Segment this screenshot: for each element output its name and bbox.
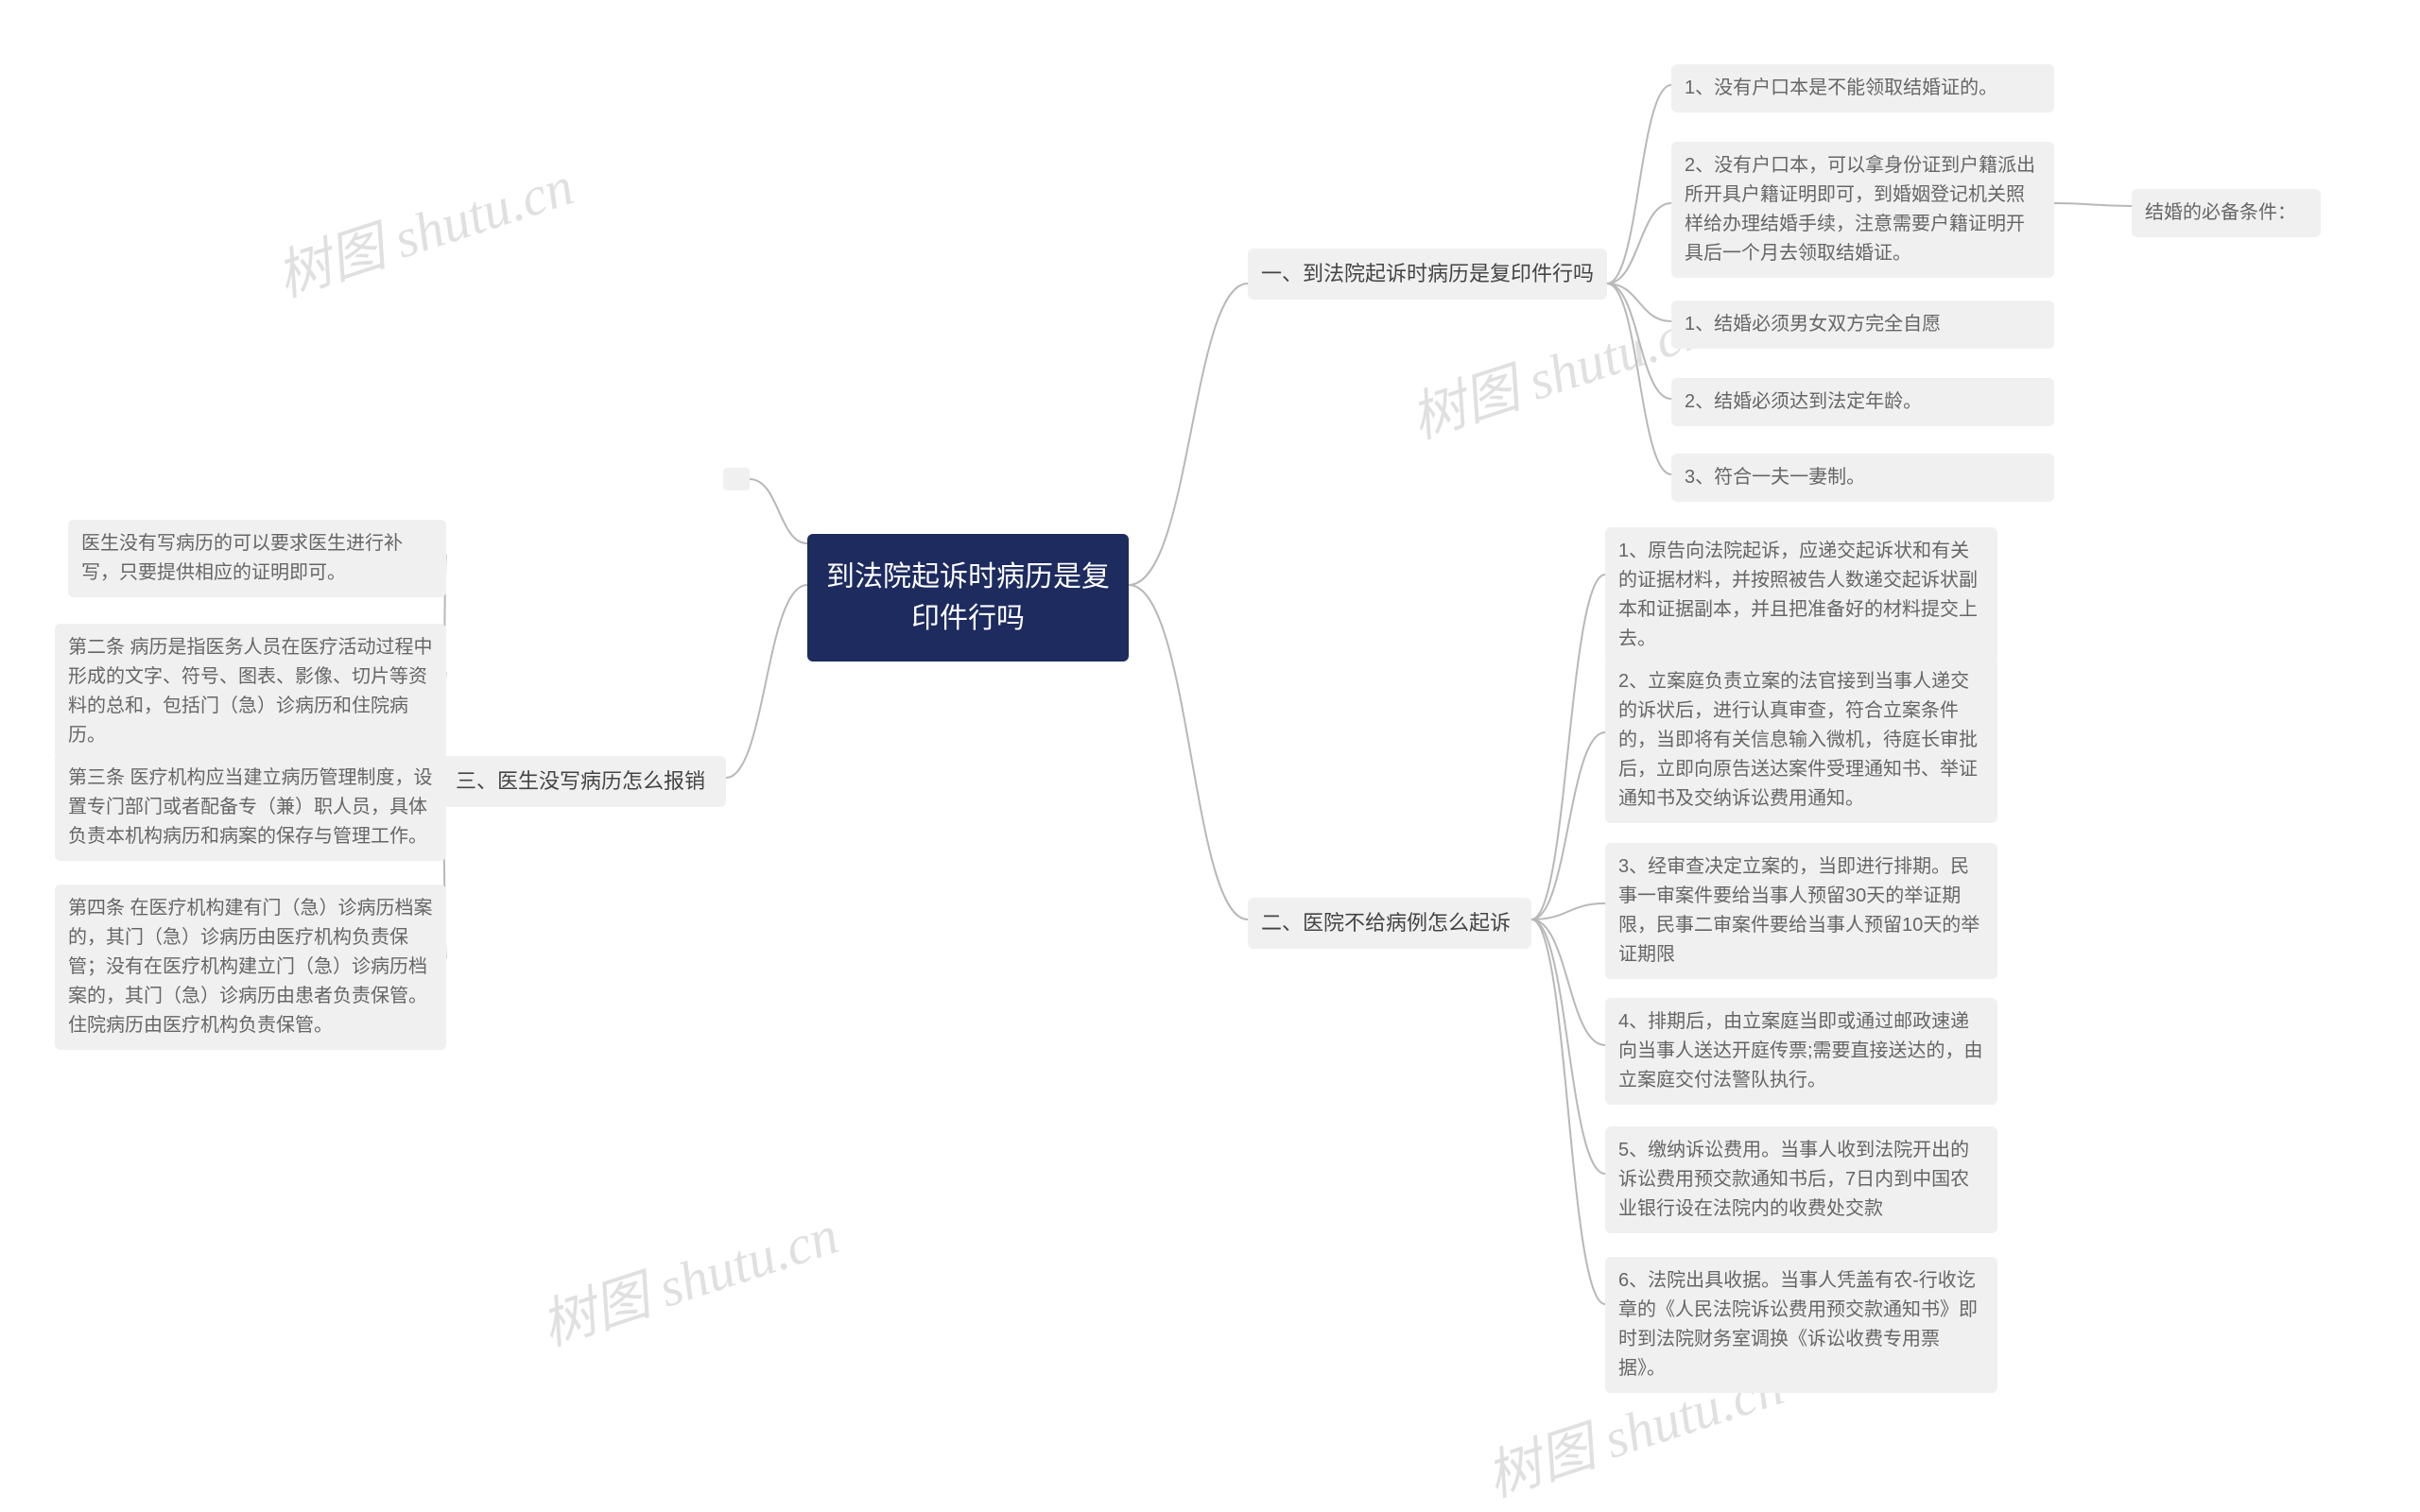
leaf-r2-4[interactable]: 5、缴纳诉讼费用。当事人收到法院开出的诉讼费用预交款通知书后，7日内到中国农业银…: [1605, 1126, 1997, 1233]
leaf-l1-2[interactable]: 第三条 医疗机构应当建立病历管理制度，设置专门部门或者配备专（兼）职人员，具体负…: [55, 754, 446, 861]
leaf-l1-1[interactable]: 第二条 病历是指医务人员在医疗活动过程中形成的文字、符号、图表、影像、切片等资料…: [55, 624, 446, 760]
leaf-r2-5[interactable]: 6、法院出具收据。当事人凭盖有农-行收讫章的《人民法院诉讼费用预交款通知书》即时…: [1605, 1257, 1997, 1393]
leaf-r2-2[interactable]: 3、经审查决定立案的，当即进行排期。民事一审案件要给当事人预留30天的举证期限，…: [1605, 843, 1997, 979]
watermark: 树图 shutu.cn: [265, 141, 581, 311]
leaf-r1-0[interactable]: 1、没有户口本是不能领取结婚证的。: [1671, 64, 2054, 112]
watermark: 树图 shutu.cn: [1399, 283, 1716, 453]
branch-r1[interactable]: 一、到法院起诉时病历是复印件行吗: [1248, 249, 1607, 300]
watermark: 树图 shutu.cn: [529, 1190, 846, 1360]
leaf-r2-0[interactable]: 1、原告向法院起诉，应递交起诉状和有关的证据材料，并按照被告人数递交起诉状副本和…: [1605, 527, 1997, 663]
leaf-r2-3[interactable]: 4、排期后，由立案庭当即或通过邮政速递向当事人送达开庭传票;需要直接送达的，由立…: [1605, 998, 1997, 1105]
leaf-r2-1[interactable]: 2、立案庭负责立案的法官接到当事人递交的诉状后，进行认真审查，符合立案条件的，当…: [1605, 658, 1997, 823]
leaf-r1-3[interactable]: 2、结婚必须达到法定年龄。: [1671, 378, 2054, 426]
leaf-l1-0[interactable]: 医生没有写病历的可以要求医生进行补写，只要提供相应的证明即可。: [68, 520, 446, 597]
collapse-handle[interactable]: [723, 468, 750, 490]
branch-l1[interactable]: 三、医生没写病历怎么报销: [442, 756, 726, 807]
leaf-r1-4[interactable]: 3、符合一夫一妻制。: [1671, 454, 2054, 502]
leaf-r1-1[interactable]: 2、没有户口本，可以拿身份证到户籍派出所开具户籍证明即可，到婚姻登记机关照样给办…: [1671, 142, 2054, 278]
mindmap-canvas: 树图 shutu.cn 树图 shutu.cn 树图 shutu.cn 树图 s…: [0, 0, 2420, 1473]
leaf-r1-1-sub[interactable]: 结婚的必备条件：: [2132, 189, 2321, 237]
leaf-r1-2[interactable]: 1、结婚必须男女双方完全自愿: [1671, 301, 2054, 349]
root-node[interactable]: 到法院起诉时病历是复印件行吗: [807, 534, 1129, 662]
branch-r2[interactable]: 二、医院不给病例怎么起诉: [1248, 898, 1531, 949]
leaf-l1-3[interactable]: 第四条 在医疗机构建有门（急）诊病历档案的，其门（急）诊病历由医疗机构负责保管；…: [55, 885, 446, 1050]
